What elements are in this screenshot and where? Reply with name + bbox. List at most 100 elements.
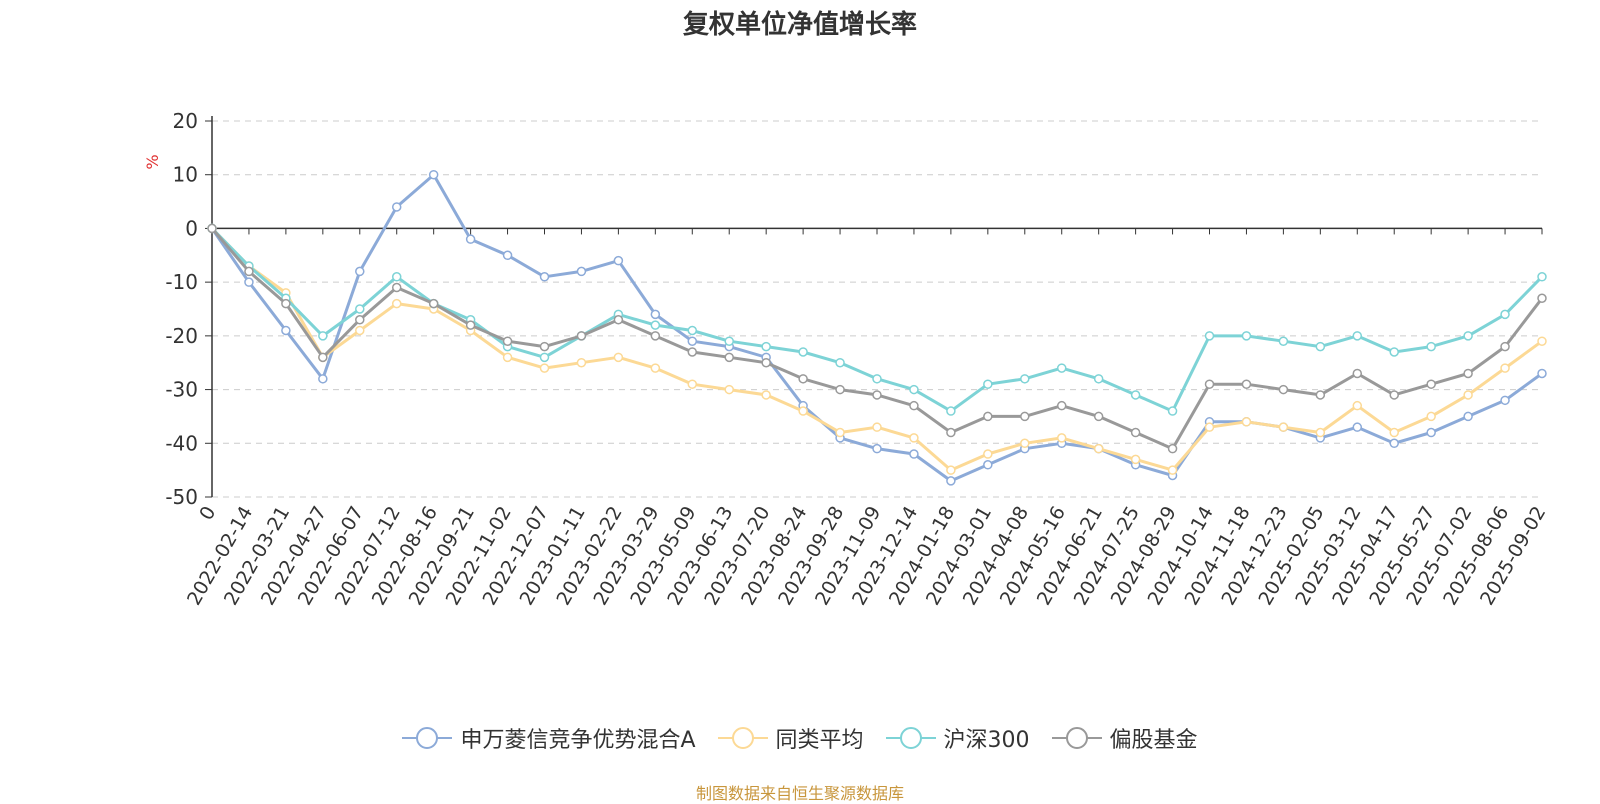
chart-title: 复权单位净值增长率: [682, 10, 917, 40]
data-point: [650, 363, 661, 373]
y-tick-label: 20: [173, 109, 198, 133]
data-point: [613, 352, 624, 363]
data-point: [355, 304, 365, 314]
data-point: [687, 379, 698, 389]
data-point: [1426, 411, 1436, 422]
data-point: [1315, 427, 1326, 438]
data-point: [1389, 427, 1399, 438]
data-point: [761, 357, 771, 368]
data-point: [1352, 331, 1363, 341]
data-point: [207, 223, 217, 234]
data-point: [983, 411, 993, 422]
y-tick-label: 0: [185, 216, 198, 240]
data-point: [946, 476, 956, 486]
legend-marker: [416, 727, 439, 749]
data-point: [1241, 417, 1252, 427]
data-point: [650, 331, 661, 341]
data-point: [613, 255, 624, 266]
data-point: [909, 384, 919, 395]
data-point: [798, 374, 808, 384]
data-point: [1352, 368, 1363, 379]
data-point: [761, 390, 771, 400]
y-tick-label: 10: [173, 163, 198, 187]
data-point: [1130, 390, 1141, 400]
data-point: [1315, 390, 1326, 400]
data-point: [576, 357, 587, 368]
data-point: [318, 352, 328, 363]
data-point: [1204, 422, 1215, 432]
data-point: [983, 449, 993, 459]
data-point: [909, 449, 919, 459]
data-point: [1500, 363, 1510, 373]
legend-label: 沪深300: [943, 728, 1030, 753]
data-point: [1426, 341, 1436, 352]
data-point: [724, 352, 734, 363]
axes: [205, 116, 1543, 498]
data-point: [428, 169, 439, 180]
data-point: [946, 406, 956, 416]
data-point: [872, 422, 882, 432]
data-point: [909, 433, 919, 443]
legend-marker: [731, 727, 754, 749]
data-point: [724, 336, 734, 346]
legend-item[interactable]: 偏股基金: [1051, 722, 1198, 754]
data-point: [502, 352, 513, 363]
data-point: [1278, 422, 1289, 432]
data-point: [1537, 368, 1547, 379]
data-point: [835, 427, 845, 438]
series-2: [207, 223, 1547, 416]
legend-item[interactable]: 沪深300: [885, 722, 1030, 754]
data-point: [1352, 422, 1363, 432]
data-point: [1315, 341, 1326, 352]
data-point: [1093, 411, 1104, 422]
data-point: [1130, 427, 1141, 438]
y-tick-label: -40: [165, 431, 198, 455]
data-point: [687, 336, 698, 346]
data-point: [391, 282, 402, 293]
data-point: [539, 352, 550, 363]
data-point: [465, 320, 476, 330]
legend-swatch: [402, 726, 453, 750]
series-line: [210, 227, 1543, 472]
data-point: [1020, 411, 1030, 422]
data-point: [1130, 454, 1141, 465]
data-point: [1020, 438, 1030, 449]
data-point: [1463, 331, 1473, 341]
data-point: [1204, 331, 1215, 341]
legend-label: 同类平均: [775, 728, 864, 753]
data-point: [539, 363, 550, 373]
data-point: [539, 341, 550, 352]
data-point: [983, 379, 993, 389]
data-point: [502, 336, 513, 346]
data-point: [1537, 336, 1547, 346]
data-point: [687, 325, 698, 336]
data-point: [1204, 379, 1215, 389]
data-point: [244, 266, 254, 277]
data-point: [391, 298, 402, 309]
series-0: [207, 169, 1547, 486]
data-point: [391, 202, 402, 212]
data-point: [798, 347, 808, 357]
legend-item[interactable]: 同类平均: [717, 722, 864, 754]
legend-item[interactable]: 申万菱信竞争优势混合A: [402, 722, 696, 754]
y-axis-unit: %: [143, 154, 162, 169]
series-line: [210, 173, 1543, 483]
data-point: [318, 374, 328, 384]
legend-marker: [899, 727, 922, 749]
data-point: [1093, 443, 1104, 454]
data-point: [798, 406, 808, 416]
data-point: [1352, 400, 1363, 411]
data-point: [1278, 336, 1289, 346]
data-point: [1500, 395, 1510, 406]
data-point: [983, 460, 993, 470]
data-point: [1389, 390, 1399, 400]
data-point: [465, 234, 476, 244]
legend-swatch: [885, 726, 936, 750]
tick-labels: 20100-10-20-30-40-50%02022-02-142022-03-…: [143, 109, 1550, 609]
data-point: [761, 341, 771, 352]
legend-marker: [1065, 727, 1088, 749]
series-1: [207, 223, 1547, 475]
data-point: [1056, 363, 1067, 373]
data-point: [835, 357, 845, 368]
data-point: [909, 400, 919, 411]
